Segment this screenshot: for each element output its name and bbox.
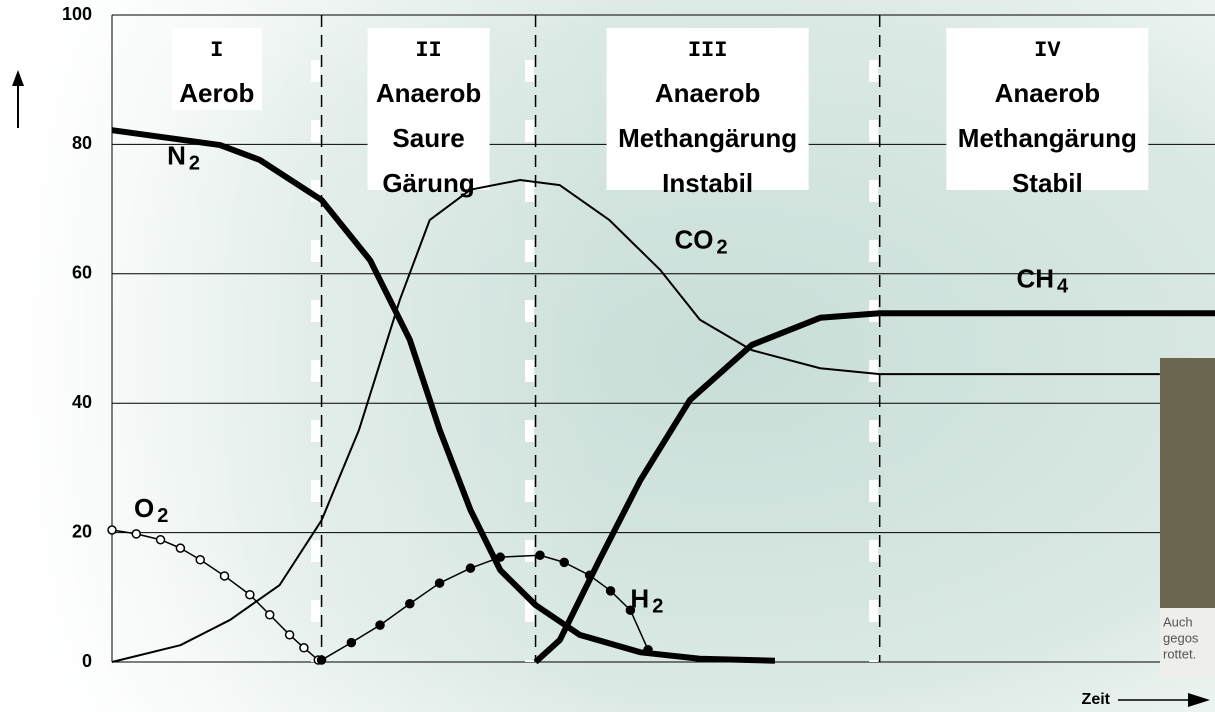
phase-label: Anaerob xyxy=(655,78,760,108)
series-marker xyxy=(195,555,205,565)
y-tick-label: 100 xyxy=(62,4,92,24)
series-marker xyxy=(245,589,255,600)
photo xyxy=(1160,358,1215,608)
series-marker xyxy=(264,610,275,620)
photo-inset xyxy=(1160,358,1215,678)
series-marker xyxy=(155,534,166,545)
series-marker xyxy=(346,637,357,648)
photo-caption-box xyxy=(1160,608,1215,678)
series-label: CH 4 xyxy=(1016,263,1069,297)
y-tick-label: 60 xyxy=(72,263,92,283)
x-axis-label: Zeit xyxy=(1082,691,1111,708)
series-marker xyxy=(405,599,415,609)
phase-label: Instabil xyxy=(662,168,753,198)
phase-numeral: II xyxy=(415,38,441,63)
phase-label: Saure xyxy=(392,123,464,153)
series-marker xyxy=(434,578,445,588)
phase-label: Aerob xyxy=(179,78,254,108)
series-marker xyxy=(625,605,636,615)
y-tick-label: 0 xyxy=(82,651,92,671)
phase-label: Anaerob xyxy=(376,78,481,108)
phase-label-box xyxy=(946,28,1149,190)
phase-label: Anaerob xyxy=(995,78,1100,108)
phase-label: Stabil xyxy=(1012,168,1083,198)
inset-caption: rottet. xyxy=(1163,646,1196,661)
y-tick-label: 40 xyxy=(72,392,92,412)
series-marker xyxy=(584,570,595,581)
phase-numeral: I xyxy=(210,38,223,63)
phase-label-box xyxy=(606,28,809,190)
series-marker xyxy=(316,655,327,665)
series-marker xyxy=(559,557,569,568)
series-marker xyxy=(495,552,506,562)
series-marker xyxy=(219,571,230,581)
series-marker xyxy=(465,563,476,573)
phase-label-box xyxy=(171,28,262,110)
series-marker xyxy=(643,644,653,655)
y-tick-label: 80 xyxy=(72,133,92,153)
series-marker xyxy=(299,643,309,653)
series-marker xyxy=(284,630,295,640)
series-marker xyxy=(535,550,545,560)
phase-label-box xyxy=(367,28,490,190)
phase-label: Methangärung xyxy=(618,123,797,153)
phase-numeral: III xyxy=(688,38,728,63)
y-tick-label: 20 xyxy=(72,521,92,541)
series-line xyxy=(111,127,775,664)
series-marker xyxy=(131,529,142,539)
inset-caption: gegos xyxy=(1163,630,1199,645)
inset-caption: Auch xyxy=(1163,614,1193,629)
series-marker xyxy=(175,543,186,553)
series-line xyxy=(533,310,1215,665)
series-label: CO 2 xyxy=(675,224,728,258)
phase-label: Gärung xyxy=(382,168,474,198)
x-arrow-head xyxy=(1188,693,1210,707)
series-marker xyxy=(605,586,616,596)
y-arrow-head xyxy=(12,70,24,86)
series-line xyxy=(111,178,1160,663)
phase-numeral: IV xyxy=(1034,38,1061,63)
series-marker xyxy=(375,620,385,630)
phase-label: Methangärung xyxy=(958,123,1137,153)
series-marker xyxy=(107,525,117,535)
